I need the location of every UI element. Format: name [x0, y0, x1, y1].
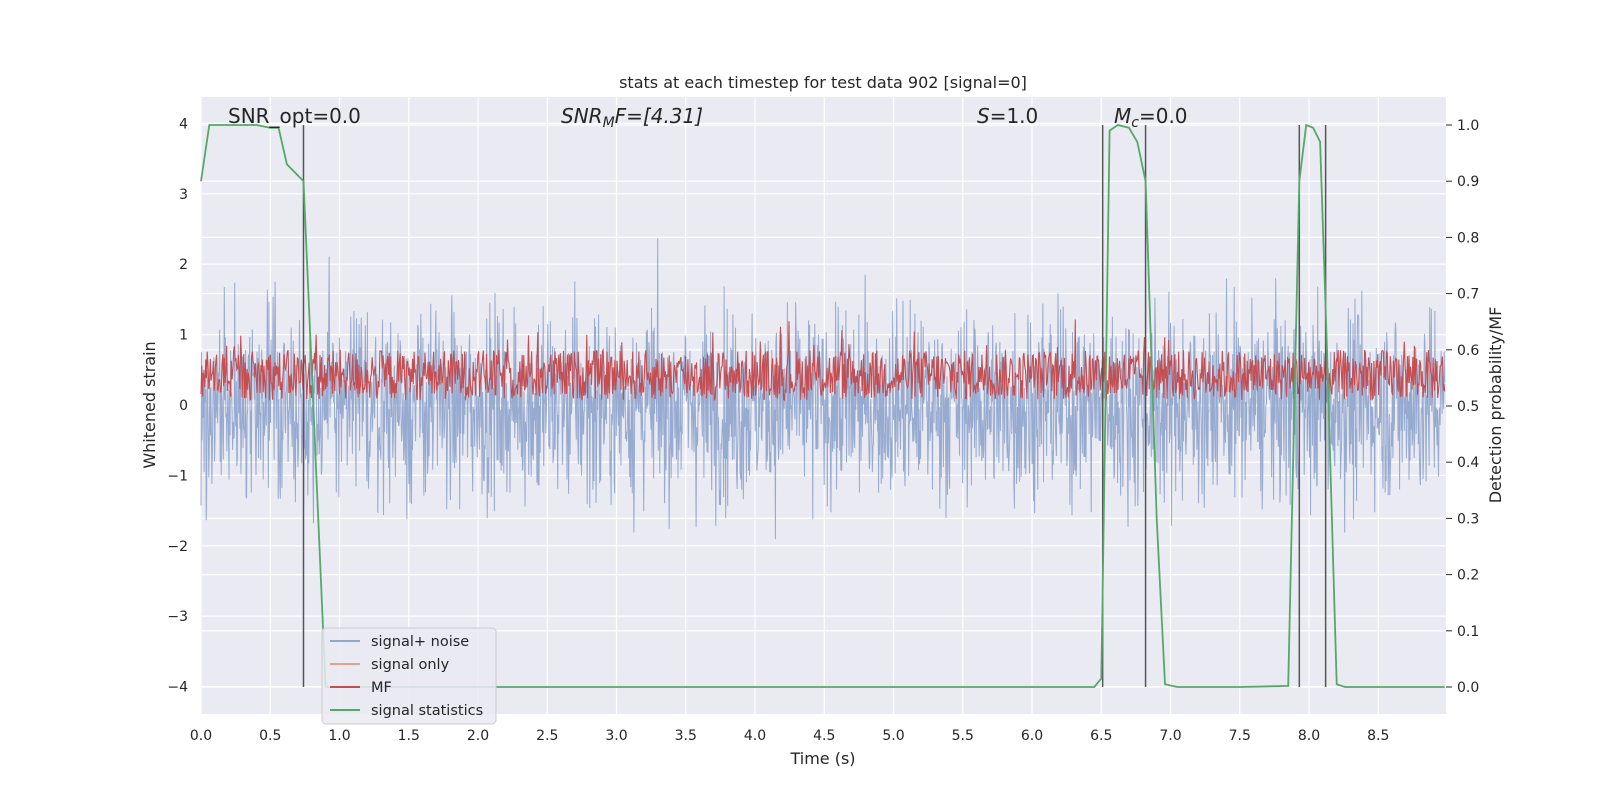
x-tick-label: 4.5 — [813, 728, 835, 744]
y-right-tick-label: 0.5 — [1457, 399, 1479, 415]
x-tick-label: 1.0 — [328, 728, 350, 744]
x-axis-label: Time (s) — [789, 749, 855, 768]
x-tick-labels: 0.0 0.5 1.0 1.5 2.0 2.5 3.0 3.5 4.0 4.5 5.0 5.5 6.0 6… — [190, 728, 1390, 744]
y-right-tick-labels: 0.0 0.1 0.2 0.3 0.4 0.5 0.6 0.7 0.8 0.9 1.0 — [1446, 118, 1479, 696]
y-left-tick-label: −3 — [167, 609, 188, 625]
signal-noise-series — [200, 238, 1446, 540]
y-right-tick-label: 0.2 — [1457, 568, 1479, 584]
x-tick-label: 6.0 — [1021, 728, 1043, 744]
x-tick-label: 1.5 — [398, 728, 420, 744]
mf-line — [200, 319, 1446, 401]
legend-label-signal-noise: signal+ noise — [371, 634, 469, 650]
y-left-tick-label: −4 — [167, 680, 188, 696]
y-right-tick-label: 0.7 — [1457, 287, 1479, 303]
x-tick-label: 2.0 — [467, 728, 489, 744]
x-tick-label: 2.5 — [536, 728, 558, 744]
x-tick-label: 0.0 — [190, 728, 212, 744]
x-tick-label: 5.0 — [882, 728, 904, 744]
y-left-tick-label: −2 — [167, 539, 188, 555]
y-left-tick-label: 0 — [179, 398, 188, 414]
legend-label-mf: MF — [371, 680, 392, 696]
x-tick-label: 8.5 — [1367, 728, 1389, 744]
x-tick-label: 6.5 — [1090, 728, 1112, 744]
legend: signal+ noise signal only MF signal stat… — [321, 627, 497, 725]
y-axis-right-label: Detection probability/MF — [1486, 307, 1505, 504]
legend-label-signal-statistics: signal statistics — [371, 703, 483, 719]
x-tick-label: 7.0 — [1159, 728, 1181, 744]
snr-mf-annotation: SNRMF=[4.31] — [561, 104, 703, 131]
signal-statistics-line — [200, 123, 1445, 688]
x-tick-label: 3.0 — [605, 728, 627, 744]
y-right-tick-label: 0.0 — [1457, 680, 1479, 696]
y-right-tick-label: 0.8 — [1457, 230, 1479, 246]
y-left-tick-label: 2 — [179, 257, 188, 273]
legend-label-signal-only: signal only — [371, 657, 450, 673]
y-left-tick-label: 3 — [179, 187, 188, 203]
snr-opt-annotation: SNR_opt=0.0 — [228, 104, 361, 128]
y-right-tick-label: 0.1 — [1457, 624, 1479, 640]
signal-noise-line — [200, 238, 1446, 540]
y-right-tick-label: 0.4 — [1457, 455, 1479, 471]
x-tick-label: 8.0 — [1298, 728, 1320, 744]
y-left-tick-label: 4 — [179, 116, 188, 132]
mf-series — [200, 319, 1446, 401]
x-tick-label: 3.5 — [675, 728, 697, 744]
x-tick-label: 7.5 — [1229, 728, 1251, 744]
y-left-tick-label: −1 — [167, 468, 188, 484]
signal-statistics-series — [200, 123, 1445, 688]
y-right-tick-label: 1.0 — [1457, 118, 1479, 134]
chart-title: stats at each timestep for test data 902… — [619, 73, 1027, 92]
x-tick-label: 5.5 — [952, 728, 974, 744]
y-left-tick-label: 1 — [179, 328, 188, 344]
y-right-tick-label: 0.3 — [1457, 511, 1479, 527]
y-left-tick-labels: −4 −3 −2 −1 0 1 2 3 4 — [167, 116, 188, 695]
x-tick-label: 0.5 — [259, 728, 281, 744]
legend-box — [321, 627, 497, 725]
y-axis-left-label: Whitened strain — [140, 341, 159, 468]
mc-annotation: Mc=0.0 — [1114, 104, 1188, 131]
y-right-tick-label: 0.9 — [1457, 174, 1479, 190]
x-tick-label: 4.0 — [744, 728, 766, 744]
s-annotation: S=1.0 — [977, 104, 1038, 128]
y-right-tick-label: 0.6 — [1457, 343, 1479, 359]
